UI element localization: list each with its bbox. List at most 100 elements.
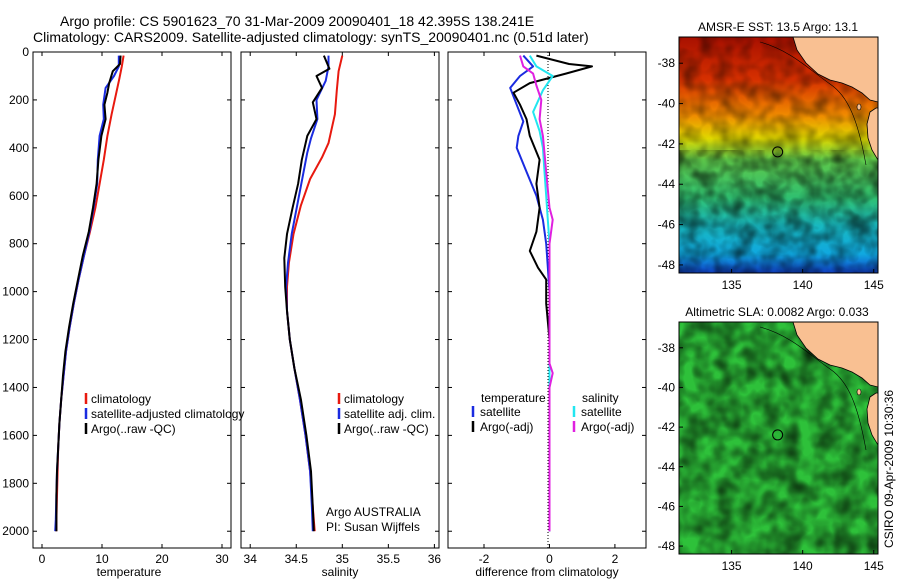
- salinity-panel: 34 34.5 35 35.5 36 salinity climatology sate…: [240, 51, 442, 579]
- y-tick-label: 0: [22, 45, 29, 59]
- sst-argo-marker: [772, 146, 784, 158]
- series-line-argo-raw-qc-: [55, 55, 122, 532]
- x-tick-label: 0: [546, 552, 553, 566]
- x-tick-label: 0: [39, 552, 46, 566]
- x-tick-label: 20: [155, 552, 169, 566]
- sla-shelf-contour: [759, 326, 867, 451]
- sla-land-tasmania: [866, 392, 878, 446]
- map-x-tick-label: 140: [793, 278, 813, 292]
- map-y-tick-label: -48: [658, 258, 676, 272]
- sst-map-ticks: 135 140 145 -38 -40 -42 -44 -46 -48: [658, 56, 884, 292]
- map-y-tick-label: -38: [658, 56, 676, 70]
- map-y-tick-label: -40: [658, 97, 676, 111]
- map-x-tick-label: 135: [722, 278, 742, 292]
- temperature-ticks: 0 10 20 30 0 200 400 600 800 1000 1200 1400 1600 1800…: [2, 45, 231, 566]
- sla-island: [856, 388, 862, 396]
- y-tick-label: 600: [9, 189, 29, 203]
- temperature-legend: climatology satellite-adjusted climatolo…: [84, 392, 244, 436]
- sst-texture-low: [679, 150, 878, 273]
- legend-label-argo-raw: Argo(..raw -QC): [344, 422, 429, 436]
- x-tick-label: 34.5: [285, 552, 309, 566]
- x-tick-label: 10: [95, 552, 109, 566]
- x-tick-label: 36: [428, 552, 442, 566]
- salinity-legend: climatology satellite adj. clim. Argo(..…: [337, 392, 435, 436]
- map-y-tick-label: -46: [658, 218, 676, 232]
- temperature-xlabel: temperature: [97, 565, 162, 579]
- legend-label-temp-satellite: satellite: [480, 405, 521, 419]
- map-x-tick-label: 135: [722, 559, 742, 573]
- salinity-axes-frame: [240, 51, 440, 549]
- temperature-axes-frame: [32, 51, 232, 549]
- x-tick-label: 30: [215, 552, 229, 566]
- map-y-tick-label: -44: [658, 177, 676, 191]
- map-x-tick-label: 145: [864, 278, 884, 292]
- legend-label-satellite-adj: satellite adj. clim.: [344, 407, 435, 421]
- sst-island: [856, 103, 862, 111]
- sla-argo-marker: [772, 429, 784, 441]
- y-tick-label: 1800: [2, 476, 29, 490]
- legend-label-climatology: climatology: [344, 392, 404, 406]
- difference-xlabel: difference from climatology: [475, 565, 618, 579]
- map-y-tick-label: -40: [658, 380, 676, 394]
- series-line-temperature-satellite: [509, 54, 551, 532]
- sla-map-ticks: 135 140 145 -38 -40 -42 -44 -46 -48: [658, 341, 884, 573]
- legend-label-argo-raw: Argo(..raw -QC): [91, 422, 176, 436]
- map-y-tick-label: -42: [658, 137, 676, 151]
- legend-label-temp-argo: Argo(-adj): [480, 420, 533, 434]
- y-tick-label: 2000: [2, 524, 29, 538]
- salinity-lines: [283, 55, 344, 532]
- y-tick-label: 200: [9, 93, 29, 107]
- sst-map-frame: [678, 36, 879, 274]
- series-line-satellite-adj-clim-: [285, 55, 330, 532]
- temperature-lines: [54, 55, 125, 532]
- salinity-xlabel: salinity: [322, 565, 359, 579]
- y-tick-label: 1000: [2, 285, 29, 299]
- map-y-tick-label: -48: [658, 539, 676, 553]
- map-x-tick-label: 140: [793, 559, 813, 573]
- map-x-tick-label: 145: [864, 559, 884, 573]
- map-y-tick-label: -46: [658, 499, 676, 513]
- legend-header-temperature: temperature: [481, 391, 546, 405]
- series-line-salinity-argo-adj-: [519, 55, 554, 532]
- y-tick-label: 400: [9, 141, 29, 155]
- difference-lines: [509, 54, 593, 532]
- map-y-tick-label: -44: [658, 460, 676, 474]
- x-tick-label: 35.5: [377, 552, 401, 566]
- x-tick-label: -2: [479, 552, 490, 566]
- salinity-ticks: 34 34.5 35 35.5 36: [241, 51, 442, 566]
- x-tick-label: 2: [612, 552, 619, 566]
- sla-map: Altimetric SLA: 0.0082 Argo: 0.033 135 14…: [658, 305, 884, 573]
- map-y-tick-label: -42: [658, 420, 676, 434]
- sst-shelf-contour: [759, 41, 867, 166]
- difference-ticks: -2 0 2: [448, 51, 646, 566]
- difference-panel: -2 0 2 difference from climatology tempera…: [447, 51, 647, 579]
- y-tick-label: 1600: [2, 428, 29, 442]
- y-tick-label: 1200: [2, 333, 29, 347]
- figure-title-line2: Climatology: CARS2009. Satellite-adjuste…: [33, 29, 589, 45]
- figure-title-line1: Argo profile: CS 5901623_70 31-Mar-2009 …: [60, 13, 534, 29]
- sst-map-title: AMSR-E SST: 13.5 Argo: 13.1: [698, 20, 858, 34]
- legend-label-sal-satellite: satellite: [581, 405, 622, 419]
- difference-legend: temperature satellite Argo(-adj) salinit…: [471, 391, 634, 434]
- map-y-tick-label: -38: [658, 341, 676, 355]
- legend-label-climatology: climatology: [91, 392, 151, 406]
- series-line-argo-raw-qc-: [283, 55, 331, 532]
- sla-map-frame: [678, 321, 879, 555]
- difference-axes-frame: [447, 51, 647, 549]
- credit-vertical: CSIRO 09-Apr-2009 10:30:36: [882, 390, 896, 548]
- y-tick-label: 1400: [2, 380, 29, 394]
- temperature-panel: 0 10 20 30 0 200 400 600 800 1000 1200 1400 1600 1800…: [2, 45, 244, 579]
- x-tick-label: 35: [336, 552, 350, 566]
- y-tick-label: 800: [9, 237, 29, 251]
- series-line-climatology: [55, 55, 125, 532]
- series-line-temperature-argo-adj-: [512, 54, 593, 532]
- legend-label-sal-argo: Argo(-adj): [581, 420, 634, 434]
- sst-map: AMSR-E SST: 13.5 Argo: 13.1 135 140 145 -38…: [658, 20, 884, 292]
- agency-label: Argo AUSTRALIA: [326, 505, 421, 519]
- x-tick-label: 34: [244, 552, 258, 566]
- sst-land-victoria: [792, 37, 878, 103]
- sla-land-victoria: [792, 322, 878, 388]
- legend-label-satellite-adjusted: satellite-adjusted climatology: [91, 407, 244, 421]
- pi-label: PI: Susan Wijffels: [326, 520, 420, 534]
